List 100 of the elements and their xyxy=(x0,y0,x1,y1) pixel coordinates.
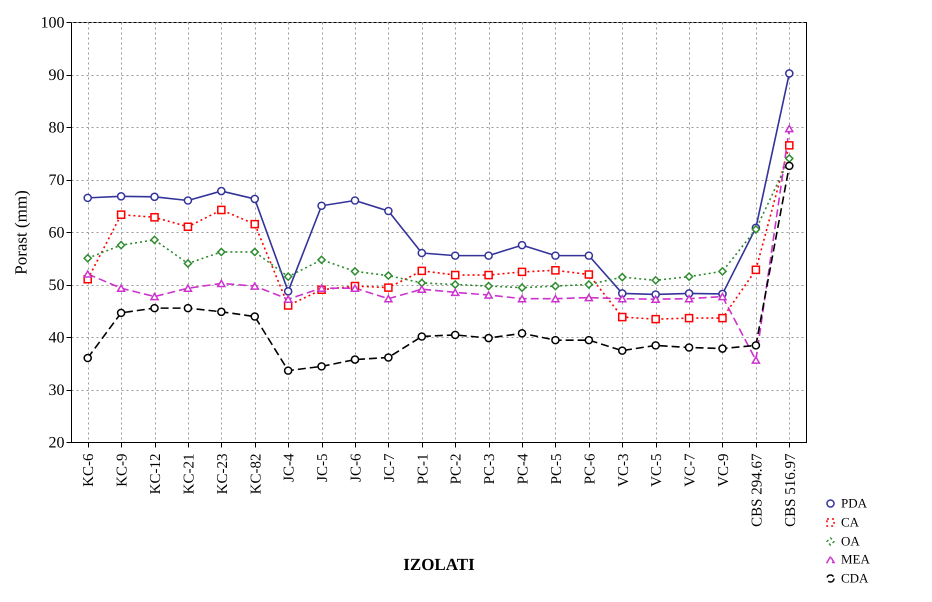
point xyxy=(250,248,260,256)
point xyxy=(651,314,660,324)
point xyxy=(584,336,594,344)
point xyxy=(418,266,426,276)
x-tick-label: PC-5 xyxy=(548,454,565,484)
point xyxy=(484,334,493,342)
point xyxy=(618,294,627,302)
x-tick-label: CBS 294.67 xyxy=(749,453,766,527)
point xyxy=(317,362,326,371)
legend-label: CDA xyxy=(841,570,870,586)
point xyxy=(785,124,794,132)
x-tick-label: KC-82 xyxy=(248,454,264,494)
point xyxy=(217,308,226,316)
point xyxy=(116,210,126,219)
point xyxy=(83,354,92,362)
point xyxy=(350,267,360,276)
point xyxy=(284,272,292,281)
point xyxy=(284,366,292,375)
point xyxy=(785,154,794,163)
point xyxy=(116,192,126,201)
point xyxy=(150,304,159,312)
point xyxy=(418,278,426,288)
y-tick-label: 20 xyxy=(48,434,64,452)
point xyxy=(384,294,393,302)
point xyxy=(718,292,727,300)
x-tick-label: PC-3 xyxy=(482,454,498,484)
point xyxy=(752,356,760,364)
point xyxy=(384,283,393,292)
point xyxy=(384,206,393,216)
y-tick-label: 60 xyxy=(48,224,64,242)
x-tick-label: KC-9 xyxy=(114,454,131,487)
point xyxy=(718,344,727,353)
x-tick-label: PC-1 xyxy=(415,454,432,484)
point xyxy=(484,251,493,260)
point xyxy=(551,336,560,344)
point xyxy=(150,213,159,222)
point xyxy=(150,192,159,202)
point xyxy=(618,272,627,282)
point xyxy=(83,254,92,263)
point xyxy=(551,282,560,290)
y-tick-label: 70 xyxy=(48,172,64,189)
x-tick-label: VC-9 xyxy=(716,454,732,487)
point xyxy=(651,341,660,350)
point xyxy=(551,251,560,260)
point xyxy=(184,284,192,292)
y-tick-label: 40 xyxy=(48,330,64,346)
x-tick-label: JC-7 xyxy=(382,453,398,482)
point xyxy=(184,196,192,205)
x-tick-label: KC-23 xyxy=(214,454,231,494)
x-tick-label: KC-6 xyxy=(81,453,98,487)
point xyxy=(250,282,260,290)
point xyxy=(484,291,493,299)
point xyxy=(418,248,426,258)
x-tick-label: JC-6 xyxy=(348,453,364,482)
point xyxy=(384,271,393,280)
point xyxy=(150,292,159,300)
point xyxy=(184,259,192,268)
point xyxy=(384,353,393,362)
point xyxy=(684,294,694,302)
x-tick-label: KC-21 xyxy=(181,454,198,494)
x-tick-label: KC-12 xyxy=(148,454,164,494)
point xyxy=(651,295,660,304)
point xyxy=(752,266,760,274)
y-tick-label: 80 xyxy=(48,120,64,136)
point xyxy=(83,270,92,278)
point xyxy=(217,248,226,256)
point xyxy=(184,304,192,312)
point xyxy=(551,294,560,302)
point xyxy=(450,280,460,289)
point xyxy=(518,329,526,338)
point xyxy=(418,285,426,294)
x-axis-title: IZOLATI xyxy=(403,554,476,574)
point xyxy=(250,312,260,321)
point xyxy=(217,280,226,288)
point xyxy=(418,332,426,341)
point xyxy=(350,355,360,364)
point xyxy=(518,294,526,302)
y-axis-title: Porast (mm) xyxy=(12,190,30,275)
point xyxy=(785,162,794,170)
point xyxy=(450,330,460,340)
x-tick-label: PC-2 xyxy=(448,454,465,484)
x-tick-label: VC-5 xyxy=(649,454,666,487)
legend-label: OA xyxy=(841,534,860,548)
point xyxy=(116,308,126,318)
point xyxy=(116,240,126,250)
point xyxy=(618,346,627,355)
point xyxy=(518,268,526,276)
point xyxy=(518,283,526,292)
x-tick-label: VC-7 xyxy=(682,453,699,487)
point xyxy=(618,312,627,322)
point xyxy=(584,294,594,302)
y-tick-label: 50 xyxy=(48,277,64,294)
point xyxy=(518,240,526,250)
point xyxy=(317,256,326,264)
x-tick-label: CBS 516.97 xyxy=(782,453,799,527)
point xyxy=(785,141,794,150)
point xyxy=(284,295,292,304)
point xyxy=(350,196,360,205)
point xyxy=(284,287,292,296)
point xyxy=(150,236,159,244)
